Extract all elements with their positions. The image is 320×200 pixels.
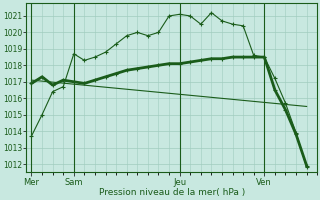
X-axis label: Pression niveau de la mer( hPa ): Pression niveau de la mer( hPa ) bbox=[99, 188, 245, 197]
